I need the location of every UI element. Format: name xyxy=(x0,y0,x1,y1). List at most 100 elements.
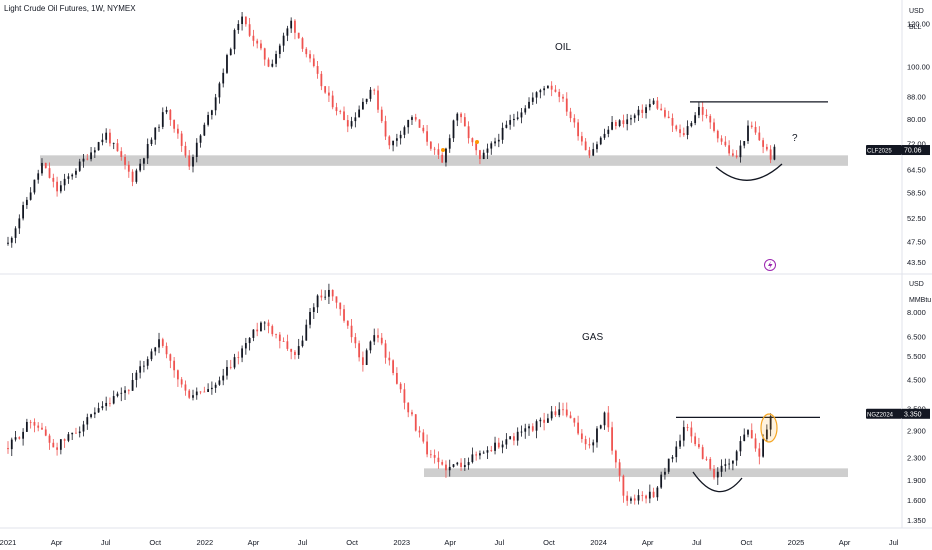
price-tick-label: 4.500 xyxy=(907,375,926,384)
candle-body xyxy=(445,148,447,163)
candle-body xyxy=(10,439,13,450)
oil-price-axis[interactable]: 120.00 100.00 88.00 80.00 72.00 64.50 58.50 52.… xyxy=(907,20,930,267)
candle-body xyxy=(105,132,108,140)
candle-body xyxy=(641,495,644,496)
candle-body xyxy=(543,88,546,91)
candle-body xyxy=(762,140,764,147)
candle-body xyxy=(37,425,40,428)
candle-body xyxy=(63,178,66,186)
candle-body xyxy=(603,412,606,426)
candle-body xyxy=(694,436,697,445)
candle-body xyxy=(505,124,508,128)
candle-body xyxy=(656,487,659,498)
oil-support-zone[interactable] xyxy=(40,155,848,166)
gas-rounded-bottom-arc[interactable] xyxy=(692,471,743,493)
oil-pane[interactable]: Light Crude Oil Futures, 1W, NYMEX OIL ?… xyxy=(4,4,930,271)
candle-body xyxy=(214,384,217,388)
candle-body xyxy=(482,452,485,454)
candle-body xyxy=(569,111,572,119)
candle-body xyxy=(188,390,191,398)
candle-body xyxy=(679,129,681,134)
price-tick-label: 47.50 xyxy=(907,237,926,246)
time-tick-label: Oct xyxy=(149,538,162,547)
candle-body xyxy=(263,322,266,324)
time-tick-label: Apr xyxy=(839,538,851,547)
chart-title: Light Crude Oil Futures, 1W, NYMEX xyxy=(4,4,136,13)
candle-body xyxy=(626,119,629,125)
time-tick-label: Jul xyxy=(298,538,308,547)
candle-body xyxy=(82,158,85,162)
candle-body xyxy=(403,389,406,403)
candle-body xyxy=(101,406,104,409)
candle-body xyxy=(675,125,678,130)
candle-body xyxy=(56,447,58,450)
time-tick-label: Apr xyxy=(248,538,260,547)
candle-body xyxy=(720,465,723,472)
candle-body xyxy=(369,341,372,351)
candle-body xyxy=(328,92,330,96)
candle-body xyxy=(664,471,666,475)
candle-body xyxy=(622,120,625,125)
candle-body xyxy=(479,150,481,160)
candle-body xyxy=(652,491,655,498)
candle-body xyxy=(324,86,327,93)
bolt-icon[interactable] xyxy=(764,259,776,271)
candle-body xyxy=(312,58,315,67)
candle-body xyxy=(158,339,160,348)
candle-body xyxy=(554,89,557,92)
oil-rounded-bottom-arc[interactable] xyxy=(715,163,783,181)
time-tick-label: 2025 xyxy=(788,538,805,547)
candle-body xyxy=(290,20,293,29)
candle-body xyxy=(630,118,632,120)
candle-body xyxy=(694,115,697,124)
candle-body xyxy=(143,365,145,367)
candle-body xyxy=(437,457,440,463)
candle-body xyxy=(218,380,221,385)
candle-body xyxy=(637,109,640,116)
candle-body xyxy=(343,309,345,321)
candle-body xyxy=(618,462,621,476)
candle-body xyxy=(486,450,489,453)
candle-body xyxy=(154,127,157,140)
candle-body xyxy=(667,116,670,119)
candle-body xyxy=(176,128,179,134)
candle-body xyxy=(229,49,232,56)
time-tick-label: Jul xyxy=(889,538,899,547)
candle-body xyxy=(286,28,289,36)
candle-body xyxy=(169,110,172,120)
oil-candles xyxy=(7,11,776,248)
candle-body xyxy=(7,447,9,450)
candle-body xyxy=(558,91,561,97)
candle-body xyxy=(596,144,598,150)
gas-pane[interactable]: GAS USD MMBtu 8.0006.5005.5004.5003.5002… xyxy=(7,281,931,525)
candle-body xyxy=(377,335,379,338)
candle-body xyxy=(731,153,734,156)
candle-body xyxy=(361,101,364,110)
candle-body xyxy=(86,158,89,160)
gas-support-zone[interactable] xyxy=(424,468,848,478)
candle-body xyxy=(14,437,17,440)
candle-body xyxy=(690,123,693,127)
candle-body xyxy=(63,439,66,441)
candle-body xyxy=(305,324,308,341)
candle-body xyxy=(573,118,576,123)
gas-breakout-highlight[interactable] xyxy=(760,413,778,443)
candle-body xyxy=(388,357,391,361)
price-tick-label: 43.50 xyxy=(907,258,926,267)
candle-body xyxy=(93,412,96,415)
candle-body xyxy=(109,132,111,144)
candle-body xyxy=(207,114,210,125)
candle-body xyxy=(33,421,36,426)
candle-body xyxy=(14,228,17,238)
candle-body xyxy=(392,140,395,146)
candle-body xyxy=(146,143,149,159)
candle-body xyxy=(116,143,119,152)
candle-body xyxy=(131,171,134,182)
candle-body xyxy=(90,414,92,418)
candle-body xyxy=(203,391,206,393)
candle-body xyxy=(577,422,579,434)
time-axis[interactable]: 2021 Apr Jul Oct 2022 Apr Jul Oct 2023 Apr Jul Oct 2… xyxy=(0,538,899,547)
time-tick-label: Jul xyxy=(495,538,505,547)
candle-body xyxy=(769,149,772,160)
